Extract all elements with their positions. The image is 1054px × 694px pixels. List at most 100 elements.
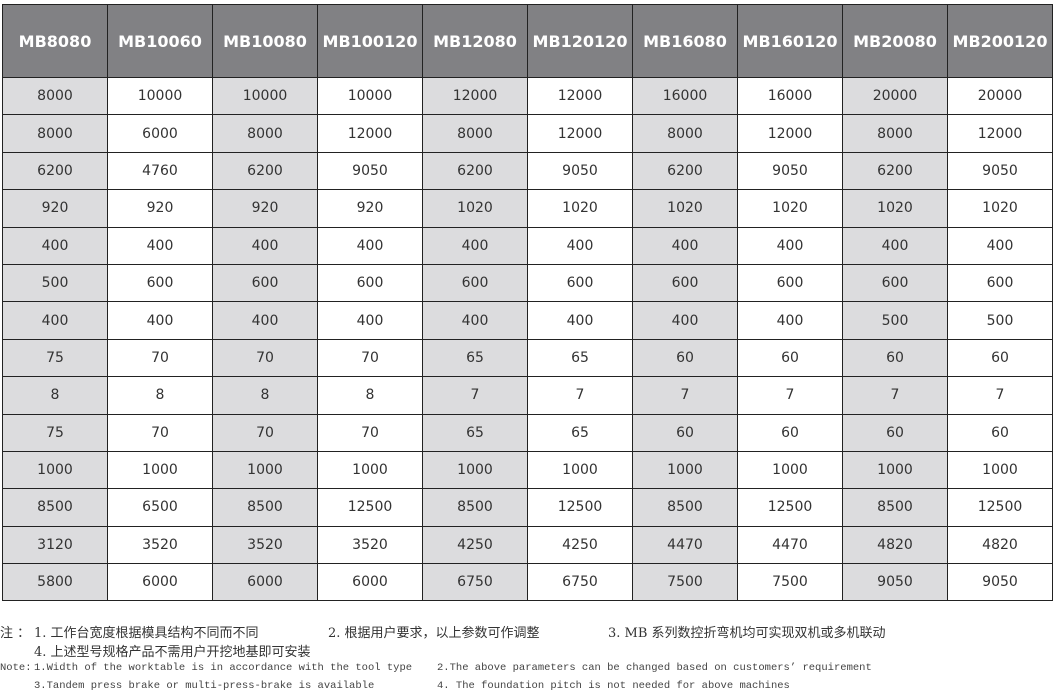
table-cell: 20000 <box>947 76 1053 116</box>
table-cell: 1000 <box>632 450 738 490</box>
table-cell: 1000 <box>212 450 318 490</box>
table-cell: 10000 <box>107 76 213 116</box>
note-cn-4: 4. 上述型号规格产品不需用户开挖地基即可安装 <box>34 645 311 660</box>
table-cell: 70 <box>317 413 423 452</box>
table-cell: 8 <box>2 376 108 415</box>
table-cell: 9050 <box>947 563 1053 602</box>
column-header: MB120120 <box>527 4 633 78</box>
table-cell: 12000 <box>527 114 633 153</box>
table-cell: 12500 <box>947 488 1053 527</box>
table-cell: 8 <box>212 376 318 415</box>
column-header: MB100120 <box>317 4 423 78</box>
table-cell: 75 <box>2 413 108 452</box>
table-row: 8500 6500 8500 12500 8500 12500 8500 12500 8500 1… <box>2 488 1053 527</box>
column-header: MB10060 <box>107 4 213 78</box>
table-row: 400 400 400 400 400 400 400 400 500 500 <box>2 301 1053 340</box>
table-row: 8000 10000 10000 10000 12000 12000 16000 16000 2… <box>2 76 1053 116</box>
table-cell: 3520 <box>107 525 213 565</box>
table-row: 3120 3520 3520 3520 4250 4250 4470 4470 4820 4820 <box>2 525 1053 565</box>
note-en-3: 3.Tandem press brake or multi-press-brak… <box>34 680 375 692</box>
table-cell: 1020 <box>632 189 738 228</box>
note-cn-1: 1. 工作台宽度根据模具结构不同而不同 <box>34 626 259 641</box>
table-cell: 70 <box>107 338 213 378</box>
table-cell: 5800 <box>2 563 108 602</box>
table-row: 500 600 600 600 600 600 600 600 600 600 <box>2 263 1053 303</box>
table-cell: 400 <box>317 301 423 340</box>
table-cell: 1020 <box>842 189 948 228</box>
table-cell: 1020 <box>527 189 633 228</box>
table-cell: 60 <box>632 413 738 452</box>
table-cell: 1020 <box>947 189 1053 228</box>
table-cell: 8000 <box>2 114 108 153</box>
table-cell: 7 <box>947 376 1053 415</box>
table-cell: 1000 <box>842 450 948 490</box>
note-cn-3: 3. MB 系列数控折弯机均可实现双机或多机联动 <box>608 626 886 641</box>
table-cell: 60 <box>632 338 738 378</box>
table-cell: 8500 <box>2 488 108 527</box>
table-cell: 1000 <box>527 450 633 490</box>
table-cell: 920 <box>212 189 318 228</box>
table-cell: 8000 <box>212 114 318 153</box>
table-cell: 6000 <box>212 563 318 602</box>
table-cell: 65 <box>422 338 528 378</box>
table-row: 8000 6000 8000 12000 8000 12000 8000 12000 8000 1… <box>2 114 1053 153</box>
column-header: MB12080 <box>422 4 528 78</box>
table-cell: 600 <box>842 263 948 303</box>
table-cell: 400 <box>107 226 213 265</box>
table-cell: 6200 <box>212 151 318 191</box>
header-row: MB8080 MB10060 MB10080 MB100120 MB12080 MB120… <box>2 4 1053 78</box>
table-cell: 6750 <box>422 563 528 602</box>
table-cell: 65 <box>527 413 633 452</box>
spec-table: MB8080 MB10060 MB10080 MB100120 MB12080 MB120… <box>2 4 1053 602</box>
table-cell: 600 <box>632 263 738 303</box>
table-cell: 400 <box>737 301 843 340</box>
table-cell: 1000 <box>2 450 108 490</box>
table-cell: 400 <box>737 226 843 265</box>
column-header: MB200120 <box>947 4 1053 78</box>
table-row: 5800 6000 6000 6000 6750 6750 7500 7500 9050 9050 <box>2 563 1053 602</box>
table-cell: 4250 <box>422 525 528 565</box>
table-cell: 65 <box>422 413 528 452</box>
table-cell: 6750 <box>527 563 633 602</box>
table-row: 6200 4760 6200 9050 6200 9050 6200 9050 6200 9050 <box>2 151 1053 191</box>
table-cell: 1000 <box>422 450 528 490</box>
note-en-1: 1.Width of the worktable is in accordanc… <box>34 662 413 674</box>
table-cell: 400 <box>2 226 108 265</box>
table-cell: 400 <box>632 226 738 265</box>
table-cell: 500 <box>947 301 1053 340</box>
table-cell: 920 <box>2 189 108 228</box>
table-cell: 600 <box>317 263 423 303</box>
table-cell: 600 <box>947 263 1053 303</box>
table-cell: 400 <box>2 301 108 340</box>
table-cell: 1000 <box>107 450 213 490</box>
table-cell: 60 <box>737 338 843 378</box>
table-row: 920 920 920 920 1020 1020 1020 1020 1020 1020 <box>2 189 1053 228</box>
table-cell: 60 <box>947 338 1053 378</box>
table-cell: 12000 <box>422 76 528 116</box>
table-cell: 9050 <box>527 151 633 191</box>
table-row: 75 70 70 70 65 65 60 60 60 60 <box>2 338 1053 378</box>
table-cell: 3520 <box>317 525 423 565</box>
table-cell: 7500 <box>632 563 738 602</box>
column-header: MB16080 <box>632 4 738 78</box>
table-cell: 3520 <box>212 525 318 565</box>
table-cell: 4820 <box>947 525 1053 565</box>
table-cell: 4820 <box>842 525 948 565</box>
table-cell: 8 <box>107 376 213 415</box>
table-cell: 500 <box>2 263 108 303</box>
table-cell: 7 <box>632 376 738 415</box>
table-cell: 4470 <box>737 525 843 565</box>
table-row: 75 70 70 70 65 65 60 60 60 60 <box>2 413 1053 452</box>
table-cell: 4470 <box>632 525 738 565</box>
table-cell: 400 <box>947 226 1053 265</box>
table-cell: 1000 <box>737 450 843 490</box>
table-cell: 1020 <box>422 189 528 228</box>
column-header: MB20080 <box>842 4 948 78</box>
table-cell: 12000 <box>947 114 1053 153</box>
table-cell: 12500 <box>737 488 843 527</box>
table-cell: 3120 <box>2 525 108 565</box>
note-en-4: 4. The foundation pitch is not needed fo… <box>437 680 790 692</box>
table-cell: 600 <box>422 263 528 303</box>
table-cell: 8000 <box>422 114 528 153</box>
table-cell: 10000 <box>317 76 423 116</box>
